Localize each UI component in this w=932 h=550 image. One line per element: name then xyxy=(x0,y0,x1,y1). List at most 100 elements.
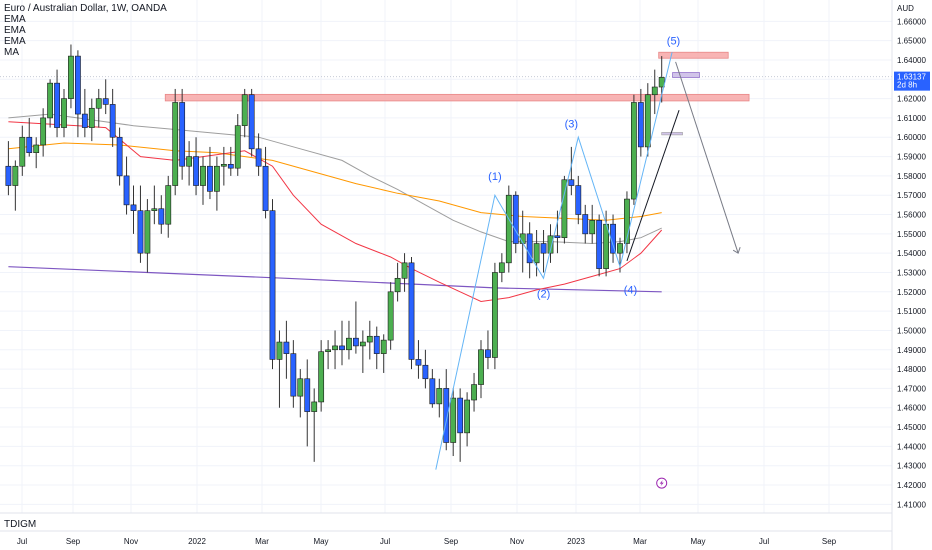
candle[interactable] xyxy=(339,345,345,351)
candle[interactable] xyxy=(512,194,519,244)
marker-box[interactable] xyxy=(672,72,700,78)
candles[interactable] xyxy=(5,44,665,462)
candle[interactable] xyxy=(109,104,116,138)
indicator-ema-3[interactable]: EMA xyxy=(4,36,26,47)
candle[interactable] xyxy=(394,277,401,293)
small-level-marker[interactable] xyxy=(661,132,683,136)
candle[interactable] xyxy=(19,136,26,167)
candle[interactable] xyxy=(380,339,387,354)
candle[interactable] xyxy=(561,179,568,239)
candle[interactable] xyxy=(596,220,603,269)
candle[interactable] xyxy=(505,194,512,264)
candle[interactable] xyxy=(123,175,130,206)
candle[interactable] xyxy=(603,223,609,269)
candle[interactable] xyxy=(422,364,429,380)
candle[interactable] xyxy=(624,198,630,244)
wave-label[interactable]: (3) xyxy=(565,119,578,131)
candle[interactable] xyxy=(269,210,276,360)
candle[interactable] xyxy=(54,82,60,128)
candle[interactable] xyxy=(102,98,109,105)
candle[interactable] xyxy=(81,113,88,128)
candle[interactable] xyxy=(12,165,19,186)
candle[interactable] xyxy=(220,163,227,167)
candle[interactable] xyxy=(5,165,12,186)
candle[interactable] xyxy=(165,185,172,225)
trendline[interactable] xyxy=(626,110,680,262)
candle[interactable] xyxy=(179,102,186,167)
candle[interactable] xyxy=(589,220,596,235)
candle[interactable] xyxy=(255,148,262,167)
wave-label[interactable]: (2) xyxy=(537,289,550,301)
candle[interactable] xyxy=(617,243,623,254)
candle[interactable] xyxy=(568,179,575,186)
candle[interactable] xyxy=(227,163,234,169)
candle[interactable] xyxy=(47,82,53,119)
candle[interactable] xyxy=(151,208,158,211)
candle[interactable] xyxy=(304,378,311,412)
wave-label[interactable]: (5) xyxy=(667,36,680,48)
candle[interactable] xyxy=(95,98,102,109)
candle[interactable] xyxy=(262,165,269,211)
candle[interactable] xyxy=(248,94,255,150)
candle[interactable] xyxy=(33,144,40,154)
candle[interactable] xyxy=(429,378,436,405)
candle[interactable] xyxy=(359,341,366,347)
candle[interactable] xyxy=(283,341,290,354)
candle[interactable] xyxy=(193,156,199,186)
candle[interactable] xyxy=(75,55,81,115)
candle[interactable] xyxy=(172,102,179,186)
candle[interactable] xyxy=(436,388,443,405)
candle[interactable] xyxy=(325,349,331,353)
candle[interactable] xyxy=(137,210,144,254)
candle[interactable] xyxy=(40,117,47,146)
candle[interactable] xyxy=(366,335,373,343)
candle[interactable] xyxy=(276,341,283,360)
candle[interactable] xyxy=(526,233,533,264)
candle[interactable] xyxy=(186,156,192,167)
candle[interactable] xyxy=(144,210,151,254)
indicator-ema-1[interactable]: EMA xyxy=(4,14,26,25)
indicator-ema-2[interactable]: EMA xyxy=(4,25,26,36)
candle[interactable] xyxy=(637,102,644,148)
candle[interactable] xyxy=(346,337,352,351)
resistance-zone[interactable] xyxy=(658,51,729,59)
candle[interactable] xyxy=(485,349,491,358)
candle[interactable] xyxy=(408,262,415,360)
candle[interactable] xyxy=(491,272,498,358)
candle[interactable] xyxy=(401,262,408,279)
candle[interactable] xyxy=(318,351,325,403)
candle[interactable] xyxy=(26,136,33,154)
candle[interactable] xyxy=(464,399,470,434)
candle[interactable] xyxy=(116,136,123,177)
supply-zones[interactable] xyxy=(164,51,750,136)
candle[interactable] xyxy=(471,384,477,401)
candle[interactable] xyxy=(130,204,137,211)
candle[interactable] xyxy=(387,291,394,341)
candle[interactable] xyxy=(158,208,165,225)
candle[interactable] xyxy=(540,243,547,254)
wave-label[interactable]: (4) xyxy=(624,285,637,297)
candle[interactable] xyxy=(200,165,206,186)
candle[interactable] xyxy=(547,235,554,254)
projection-arrow-line[interactable] xyxy=(675,61,739,254)
candle[interactable] xyxy=(658,77,665,88)
candle[interactable] xyxy=(332,345,338,351)
candle[interactable] xyxy=(644,94,651,148)
candle[interactable] xyxy=(352,337,359,347)
candle[interactable] xyxy=(582,214,589,235)
resistance-zone[interactable] xyxy=(164,93,750,102)
candle[interactable] xyxy=(415,359,422,366)
candle[interactable] xyxy=(630,102,637,200)
candle[interactable] xyxy=(241,94,248,126)
candle[interactable] xyxy=(290,353,297,397)
candle[interactable] xyxy=(443,388,450,443)
candle[interactable] xyxy=(373,335,380,354)
candle[interactable] xyxy=(61,98,67,128)
candle[interactable] xyxy=(234,125,241,169)
candle[interactable] xyxy=(533,243,540,264)
candle[interactable] xyxy=(68,55,74,99)
indicator-ma[interactable]: MA xyxy=(4,47,19,58)
candle[interactable] xyxy=(610,223,616,254)
candle[interactable] xyxy=(478,349,484,385)
